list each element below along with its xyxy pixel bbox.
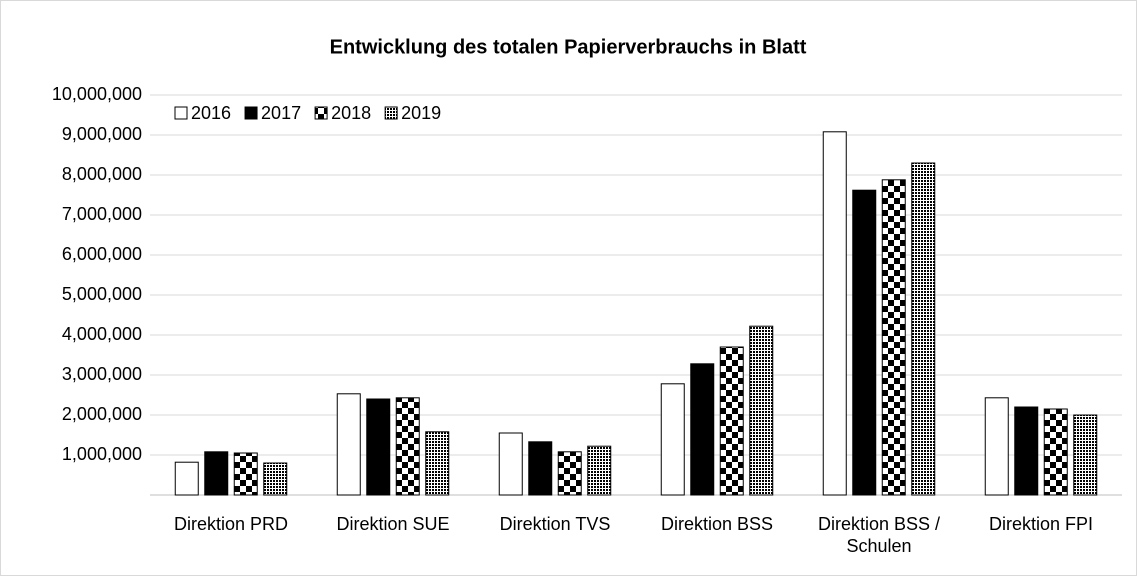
bar <box>174 461 199 496</box>
legend-swatch <box>384 106 398 120</box>
legend-label: 2019 <box>401 103 441 123</box>
bar <box>1014 406 1039 496</box>
bar <box>749 325 774 496</box>
x-tick-label: Direktion SUE <box>336 514 450 534</box>
y-tick-label: 1,000,000 <box>62 444 142 464</box>
bar <box>690 363 715 496</box>
chart-title: Entwicklung des totalen Papierverbrauchs… <box>330 36 807 58</box>
y-tick-label: 3,000,000 <box>62 364 142 384</box>
y-tick-label: 4,000,000 <box>62 324 142 344</box>
bar <box>984 397 1009 496</box>
bar <box>498 432 523 496</box>
legend-swatch <box>314 106 328 120</box>
legend-swatch <box>244 106 258 120</box>
legend-swatch <box>174 106 188 120</box>
bar <box>881 179 906 496</box>
y-tick-label: 5,000,000 <box>62 284 142 304</box>
bar <box>528 441 553 496</box>
y-tick-label: 8,000,000 <box>62 164 142 184</box>
bar <box>204 451 229 496</box>
x-tick-label: Direktion PRD <box>173 514 289 534</box>
bar <box>233 452 258 496</box>
bar <box>719 346 744 496</box>
x-tick-label: Direktion TVS <box>499 514 611 534</box>
y-tick-label: 10,000,000 <box>52 84 142 104</box>
bar <box>336 393 361 496</box>
bar <box>1043 408 1068 496</box>
bar <box>366 398 391 496</box>
x-tick-label: Direktion FPI <box>988 514 1094 534</box>
bar <box>425 431 450 496</box>
bar <box>660 383 685 496</box>
y-tick-label: 6,000,000 <box>62 244 142 264</box>
x-tick-label: Direktion BSS / Schulen <box>817 514 941 556</box>
bar <box>587 445 612 496</box>
bar <box>852 189 877 496</box>
y-tick-label: 7,000,000 <box>62 204 142 224</box>
bar <box>557 451 582 496</box>
bar <box>822 131 847 496</box>
bar <box>911 162 936 496</box>
bar <box>395 397 420 496</box>
legend-label: 2016 <box>191 103 231 123</box>
legend-label: 2018 <box>331 103 371 123</box>
bar <box>1073 414 1098 496</box>
x-tick-label: Direktion BSS <box>660 514 774 534</box>
bar <box>263 462 288 496</box>
y-tick-label: 2,000,000 <box>62 404 142 424</box>
legend-label: 2017 <box>261 103 301 123</box>
y-tick-label: 9,000,000 <box>62 124 142 144</box>
